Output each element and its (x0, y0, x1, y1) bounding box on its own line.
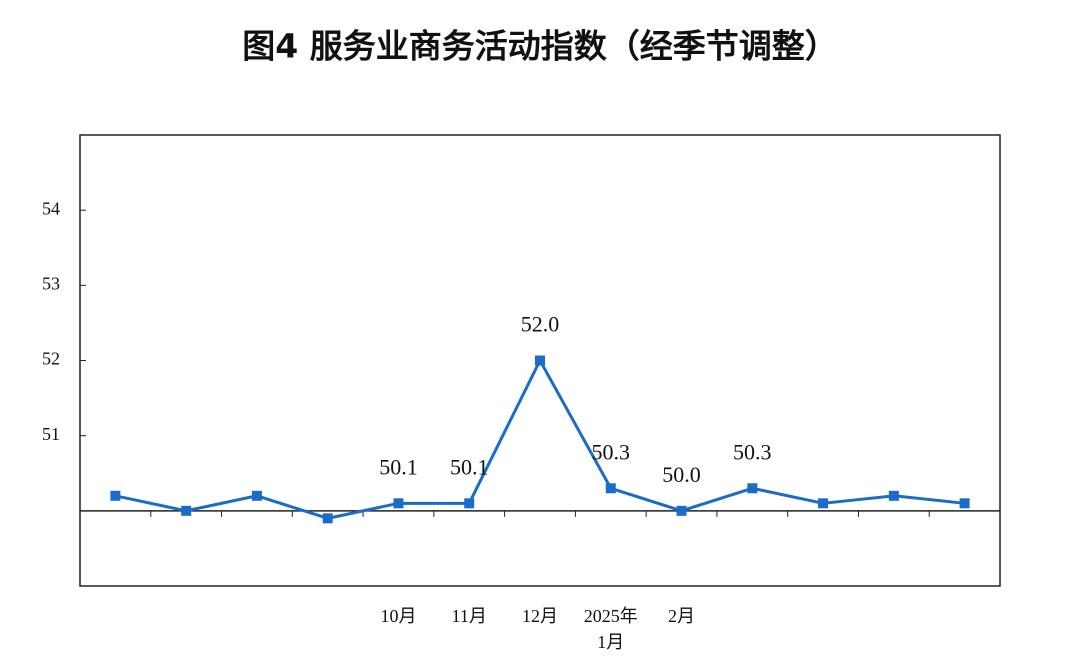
data-label: 50.3 (733, 439, 772, 464)
chart-title: 图4 服务业商务活动指数（经季节调整） (242, 27, 837, 66)
point-marker (676, 505, 687, 516)
point-marker (535, 355, 545, 366)
data-label: 52.0 (521, 312, 560, 337)
point-marker (464, 498, 475, 509)
point-marker (322, 513, 333, 524)
point-marker (605, 483, 616, 494)
x-tick-label: 11月 (452, 606, 487, 626)
x-tick-label: 10月 (380, 606, 416, 626)
series-line (115, 359, 965, 520)
point-marker (393, 498, 404, 509)
data-label: 50.0 (662, 462, 701, 487)
y-tick-label: 53 (42, 273, 60, 293)
point-marker (888, 490, 899, 501)
point-marker (181, 505, 192, 516)
x-tick-label: 2025年 1月 (584, 606, 638, 652)
point-marker (251, 490, 262, 501)
data-label: 50.3 (592, 439, 631, 464)
y-tick-label: 54 (42, 198, 60, 218)
data-label: 50.1 (450, 454, 489, 479)
point-marker (959, 498, 970, 509)
x-tick-label: 12月 (522, 606, 558, 626)
y-tick-label: 52 (42, 349, 60, 369)
point-marker (747, 483, 758, 494)
data-label: 50.1 (379, 454, 418, 479)
y-tick-label: 51 (42, 424, 60, 444)
point-marker (818, 498, 829, 509)
point-marker (110, 490, 121, 501)
x-tick-label: 2月 (668, 606, 695, 626)
